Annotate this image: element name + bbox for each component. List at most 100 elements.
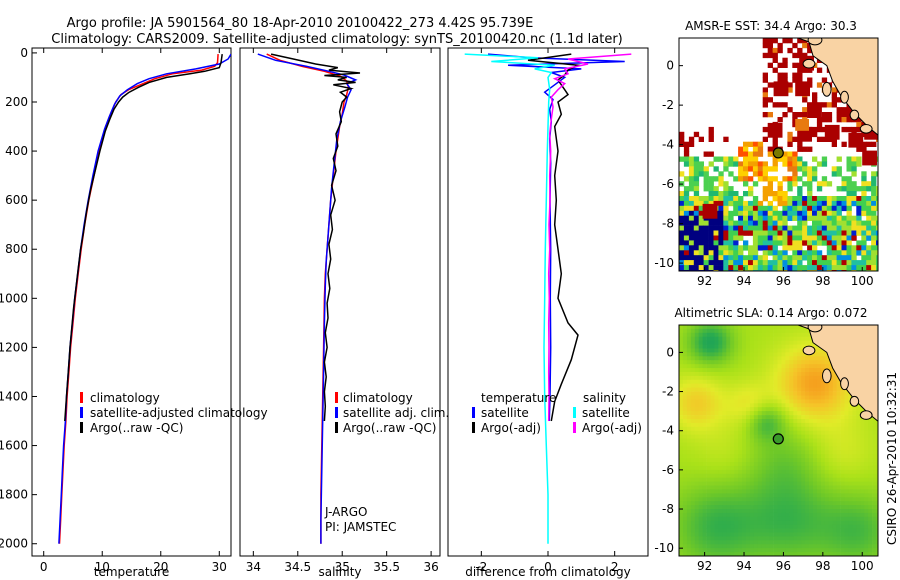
legend-header-temperature: temperature [481,391,556,405]
sst_map-island [859,124,873,134]
sst_map-lon-tick-label: 92 [697,274,712,288]
salinity-xtick-label: 36 [423,560,438,574]
salinity-xtick-label: 34.5 [284,560,311,574]
sst-map-panel: 92 94 96 98 100 0 -2 -4 -6 -8 -10 [654,37,879,288]
sla_map-lon-tick-label: 98 [815,559,830,573]
sst_map-argo-float-marker [772,147,784,159]
sla_map-lon-tick-label: 92 [697,559,712,573]
sla_map-lat-tick-label: 0 [666,345,674,359]
depth-ytick-label: 1000 [0,291,28,305]
difference-legend: temperature salinity satellite Argo(-adj… [472,391,642,435]
salinity-series-1 [257,53,358,544]
figure-title-line1: Argo profile: JA 5901564_80 18-Apr-2010 … [67,16,534,31]
legend-swatch-sal-satellite [573,407,576,418]
difference-series-2 [464,53,555,544]
sst_map-lon-tick-label: 94 [736,274,751,288]
legend-label-satellite: satellite-adjusted climatology [90,406,268,420]
sst_map-island [822,81,832,97]
legend-swatch-sal-argo [573,422,576,433]
legend-label-climatology: climatology [90,391,160,405]
legend-label-argo: Argo(..raw -QC) [90,421,183,435]
difference-xlabel: difference from climatology [465,565,631,579]
annotation-pi: PI: JAMSTEC [325,520,396,534]
legend-swatch-temp-satellite [472,407,475,418]
sla_map-lat-tick-label: -10 [654,541,674,555]
salinity-xtick-label: 35.5 [373,560,400,574]
sst_map-lat-tick-label: -2 [662,98,674,112]
salinity-legend: climatology satellite adj. clim. Argo(..… [324,391,449,534]
temperature-xtick-label: 0 [40,560,48,574]
depth-ytick-label: 1800 [0,488,28,502]
difference-series-0 [487,53,625,422]
legend-swatch-climatology [335,392,338,403]
depth-ytick-label: 600 [5,193,28,207]
sst_map-lon-tick-label: 98 [815,274,830,288]
temperature-xtick-label: 10 [95,560,110,574]
temperature-series-2 [64,53,223,422]
temperature-axes-frame [31,47,232,557]
salinity-series-2 [270,53,361,422]
legend-label-satellite: satellite adj. clim. [343,406,449,420]
salinity-series-0 [266,53,350,544]
temperature-legend: climatology satellite-adjusted climatolo… [80,391,268,435]
legend-header-salinity: salinity [583,391,626,405]
sst_map-lon-tick-label: 100 [851,274,874,288]
legend-swatch-satellite [335,407,338,418]
sst_map-lat-tick-label: -6 [662,177,674,191]
sla_map-lon-tick-label: 94 [736,559,751,573]
depth-ytick-label: 2000 [0,537,28,551]
legend-swatch-argo [335,422,338,433]
sst_map-lon-tick-label: 96 [776,274,791,288]
sst_map-island [849,109,860,121]
sla_map-island [822,368,832,384]
sla-map-title: Altimetric SLA: 0.14 Argo: 0.072 [674,306,867,320]
annotation-j-argo: J-ARGO [324,505,367,519]
depth-ytick-label: 800 [5,242,28,256]
csiro-timestamp: CSIRO 26-Apr-2010 10:32:31 [885,372,899,545]
sst-map-title: AMSR-E SST: 34.4 Argo: 30.3 [685,19,857,33]
depth-ytick-label: 0 [20,46,28,60]
difference-xtick-label: 2 [611,560,619,574]
temperature-series-1 [58,53,231,544]
legend-label-climatology: climatology [343,391,413,405]
salinity-profile-panel: 34 34.5 35 35.5 36 salinity [239,47,441,579]
sla_map-island [802,345,816,356]
sst_map-lat-tick-label: 0 [666,59,674,73]
sla_map-argo-float-marker [772,433,784,445]
sla_map-lon-tick-label: 96 [776,559,791,573]
depth-ytick-label: 1200 [0,340,28,354]
sla_map-lat-tick-label: -4 [662,424,674,438]
depth-ytick-label: 400 [5,144,28,158]
legend-label-temp-argo: Argo(-adj) [481,421,541,435]
sla_map-lat-tick-label: -8 [662,502,674,516]
legend-label-argo: Argo(..raw -QC) [343,421,436,435]
sst_map-island [802,58,816,69]
depth-ytick-label: 1400 [0,389,28,403]
depth-ytick-label: 200 [5,95,28,109]
sst_map-island [807,38,823,46]
salinity-xtick-label: 34 [246,560,261,574]
sla_map-lat-tick-label: -6 [662,463,674,477]
legend-label-temp-satellite: satellite [481,406,529,420]
sst_map-lat-tick-label: -10 [654,256,674,270]
legend-swatch-climatology [80,392,83,403]
difference-series-3 [547,53,632,422]
temperature-profile-panel: 0 10 20 30 0 200 400 600 800 1000 1200 1400 1600 1800… [0,46,232,579]
temperature-xtick-label: 30 [212,560,227,574]
temperature-xtick-label: 20 [153,560,168,574]
salinity-xlabel: salinity [318,565,361,579]
sst_map-lat-tick-label: -4 [662,138,674,152]
sla_map-island [859,410,873,420]
sla_map-island [840,377,849,391]
salinity-axes-frame [239,47,441,557]
legend-swatch-satellite [80,407,83,418]
temperature-xlabel: temperature [94,565,169,579]
sla_map-axes-frame [678,324,879,557]
figure-title-line2: Climatology: CARS2009. Satellite-adjuste… [51,32,623,47]
legend-label-sal-argo: Argo(-adj) [582,421,642,435]
difference-xtick-label: 0 [544,560,552,574]
sla-map-panel: 92 94 96 98 100 0 -2 -4 -6 -8 -10 [654,324,879,573]
sla_map-lat-tick-label: -2 [662,385,674,399]
temperature-series-0 [58,54,219,544]
